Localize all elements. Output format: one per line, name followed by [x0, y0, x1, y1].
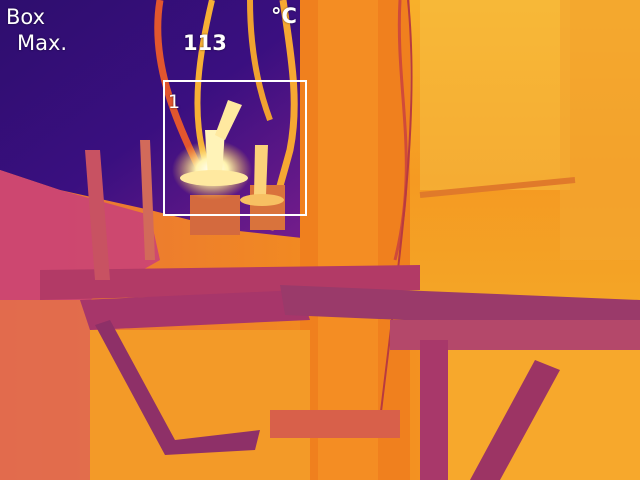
- statistic-label: Max.: [17, 31, 68, 55]
- measurement-mode-label: Box: [6, 5, 46, 29]
- temperature-unit: °C: [271, 4, 297, 28]
- measurement-box: [163, 80, 307, 216]
- temperature-value: 113: [183, 31, 227, 55]
- measurement-box-number: 1: [168, 91, 181, 113]
